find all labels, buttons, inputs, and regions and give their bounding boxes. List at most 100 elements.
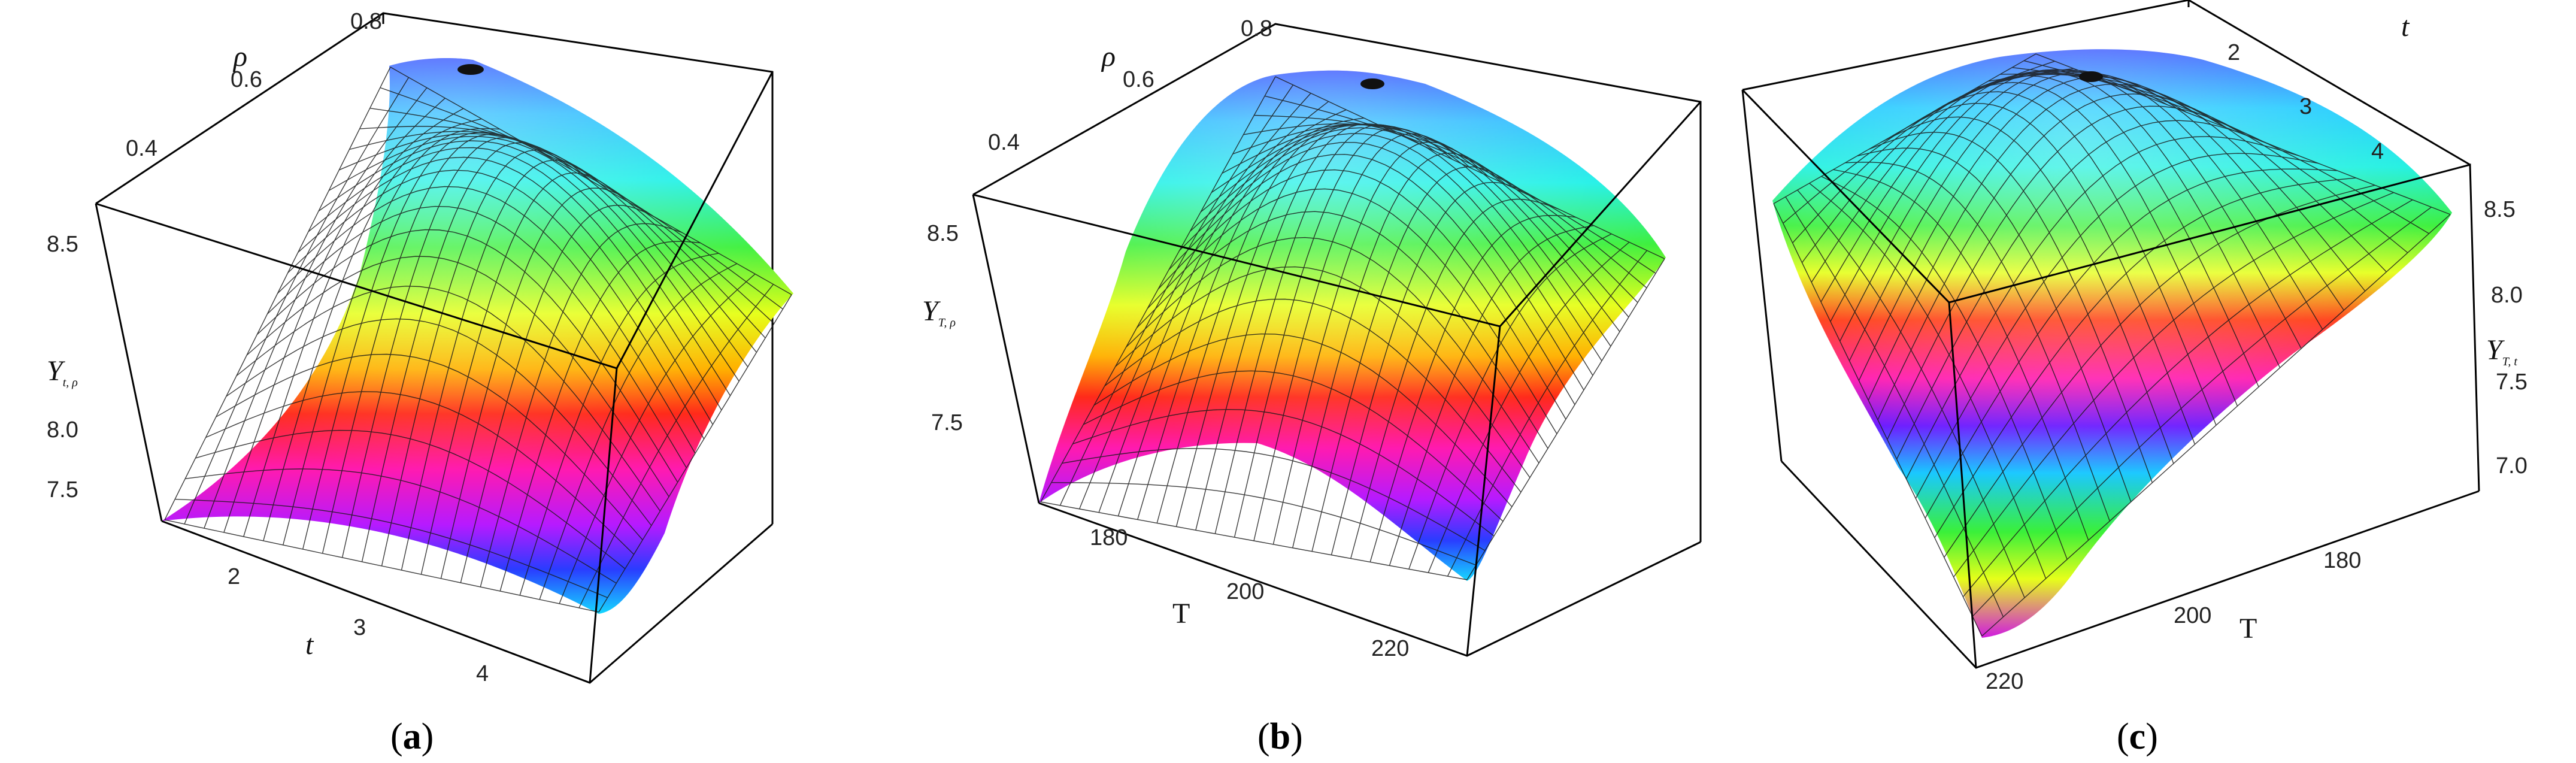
x-tick: 3 <box>353 615 366 640</box>
mesh-line <box>2012 67 2408 253</box>
mesh-line <box>480 223 683 588</box>
mesh-line <box>1179 142 1584 390</box>
mesh-line <box>277 186 696 454</box>
mesh-line <box>1408 233 1612 570</box>
panel-label-a: (a) <box>390 716 434 757</box>
x-tick: 220 <box>1986 669 2023 694</box>
mesh-line <box>499 241 701 592</box>
x-ticks-a: 2 3 4 <box>228 564 489 686</box>
mesh-line <box>1190 133 1593 376</box>
mesh-line <box>1243 123 1638 303</box>
mesh-line <box>1905 136 2300 479</box>
mesh-line <box>1466 258 1665 580</box>
mesh-line <box>1934 177 2356 538</box>
x-tick: 2 <box>228 564 240 589</box>
z-tick: 7.0 <box>2496 453 2527 479</box>
mesh-line <box>1254 114 1647 289</box>
y-ticks-b: 0.4 0.6 0.8 <box>988 16 1272 155</box>
mesh-line <box>1428 241 1630 573</box>
y-tick: 0.4 <box>126 136 157 161</box>
mesh-line <box>1311 166 1524 552</box>
y-tick: 0.4 <box>988 130 1020 155</box>
x-tick: 4 <box>476 661 489 686</box>
z-ticks-c: 8.5 8.0 7.5 7.0 <box>2484 197 2527 479</box>
z-tick: 7.5 <box>47 477 78 502</box>
z-ticks-b: 8.5 7.5 <box>927 221 963 435</box>
mesh-line <box>440 187 646 579</box>
z-tick: 7.5 <box>931 410 963 435</box>
y-ticks-a: 0.4 0.6 0.8 <box>126 9 382 161</box>
mesh-line <box>298 156 713 425</box>
y-axis-label-c: t <box>2401 11 2410 43</box>
mesh-line <box>1940 71 2281 368</box>
mesh-line <box>287 169 705 440</box>
mesh-line <box>380 87 783 310</box>
box-back-c <box>1741 0 2471 462</box>
panel-label-b: (b) <box>1257 716 1303 757</box>
mesh-line <box>539 263 737 600</box>
y-tick: 0.6 <box>1123 67 1154 92</box>
mesh-line <box>1389 225 1594 566</box>
mesh-line <box>369 108 775 324</box>
y-tick: 0.8 <box>1241 16 1272 41</box>
mesh-line <box>1972 207 2432 617</box>
box-front-b <box>972 101 1702 657</box>
mesh-line <box>1904 91 2217 426</box>
z-axis-label-b: YT, ρ <box>922 295 956 329</box>
mesh-line <box>318 140 731 396</box>
mesh-line <box>1915 153 2319 499</box>
x-tick: 200 <box>2174 603 2211 628</box>
mesh-line <box>598 294 792 613</box>
mesh-line <box>1962 199 2413 597</box>
x-ticks-c: 180 200 220 <box>1986 548 2361 694</box>
mesh-line <box>1265 95 1656 274</box>
panel-label-c: (c) <box>2117 716 2158 757</box>
mesh-line <box>519 253 719 596</box>
y-ticks-c: 2 3 4 <box>2228 40 2384 164</box>
z-axis-label-c: YT, t <box>2486 334 2517 368</box>
panel-b: 8.5 7.5 0.4 0.6 0.8 180 200 220 T ρ YT, … <box>922 16 1702 757</box>
mesh-line <box>1369 214 1577 562</box>
peak-marker-c <box>2079 71 2103 82</box>
surface-grid-b <box>1040 76 1665 580</box>
mesh-line <box>1168 153 1575 405</box>
peak-marker-b <box>1360 78 1384 89</box>
z-tick: 8.0 <box>47 417 78 443</box>
x-axis-label-a: t <box>305 629 314 661</box>
mesh-line <box>1953 192 2394 577</box>
mesh-line <box>1896 120 2281 459</box>
mesh-line <box>1350 198 1559 559</box>
mesh-line <box>328 136 740 382</box>
mesh-line <box>1944 184 2375 558</box>
x-axis-label-c: T <box>2239 613 2257 644</box>
y-tick: 0.8 <box>350 9 382 34</box>
mesh-line <box>1952 69 2302 349</box>
x-ticks-b: 180 200 220 <box>1090 525 1409 661</box>
box-front-a <box>95 71 774 684</box>
x-axis-label-b: T <box>1172 598 1190 629</box>
z-tick: 8.0 <box>2491 283 2523 308</box>
peak-marker-a <box>457 64 484 75</box>
mesh-line <box>2000 73 2387 272</box>
y-tick: 0.6 <box>231 67 262 92</box>
z-tick: 8.5 <box>47 232 78 257</box>
mesh-line <box>339 133 748 367</box>
y-tick: 4 <box>2371 139 2384 164</box>
surface-grid-a <box>164 66 792 613</box>
y-tick: 2 <box>2228 40 2240 65</box>
z-axis-label-a: Yt, ρ <box>47 355 78 389</box>
z-ticks-a: 8.5 8.0 7.5 <box>47 232 78 502</box>
mesh-line <box>1925 168 2338 519</box>
mesh-line <box>460 204 665 583</box>
y-axis-label-b: ρ <box>1101 41 1116 72</box>
mesh-line <box>559 273 756 604</box>
x-tick: 180 <box>2323 548 2361 573</box>
x-tick: 180 <box>1090 525 1128 550</box>
mesh-line <box>359 126 766 338</box>
mesh-line <box>1232 123 1629 317</box>
panel-a: 8.5 8.0 7.5 0.4 0.6 0.8 2 3 4 t ρ Yt, ρ … <box>47 9 793 757</box>
y-axis-label-a: ρ <box>232 41 247 72</box>
y-tick: 3 <box>2299 94 2312 119</box>
z-tick: 7.5 <box>2496 370 2527 395</box>
